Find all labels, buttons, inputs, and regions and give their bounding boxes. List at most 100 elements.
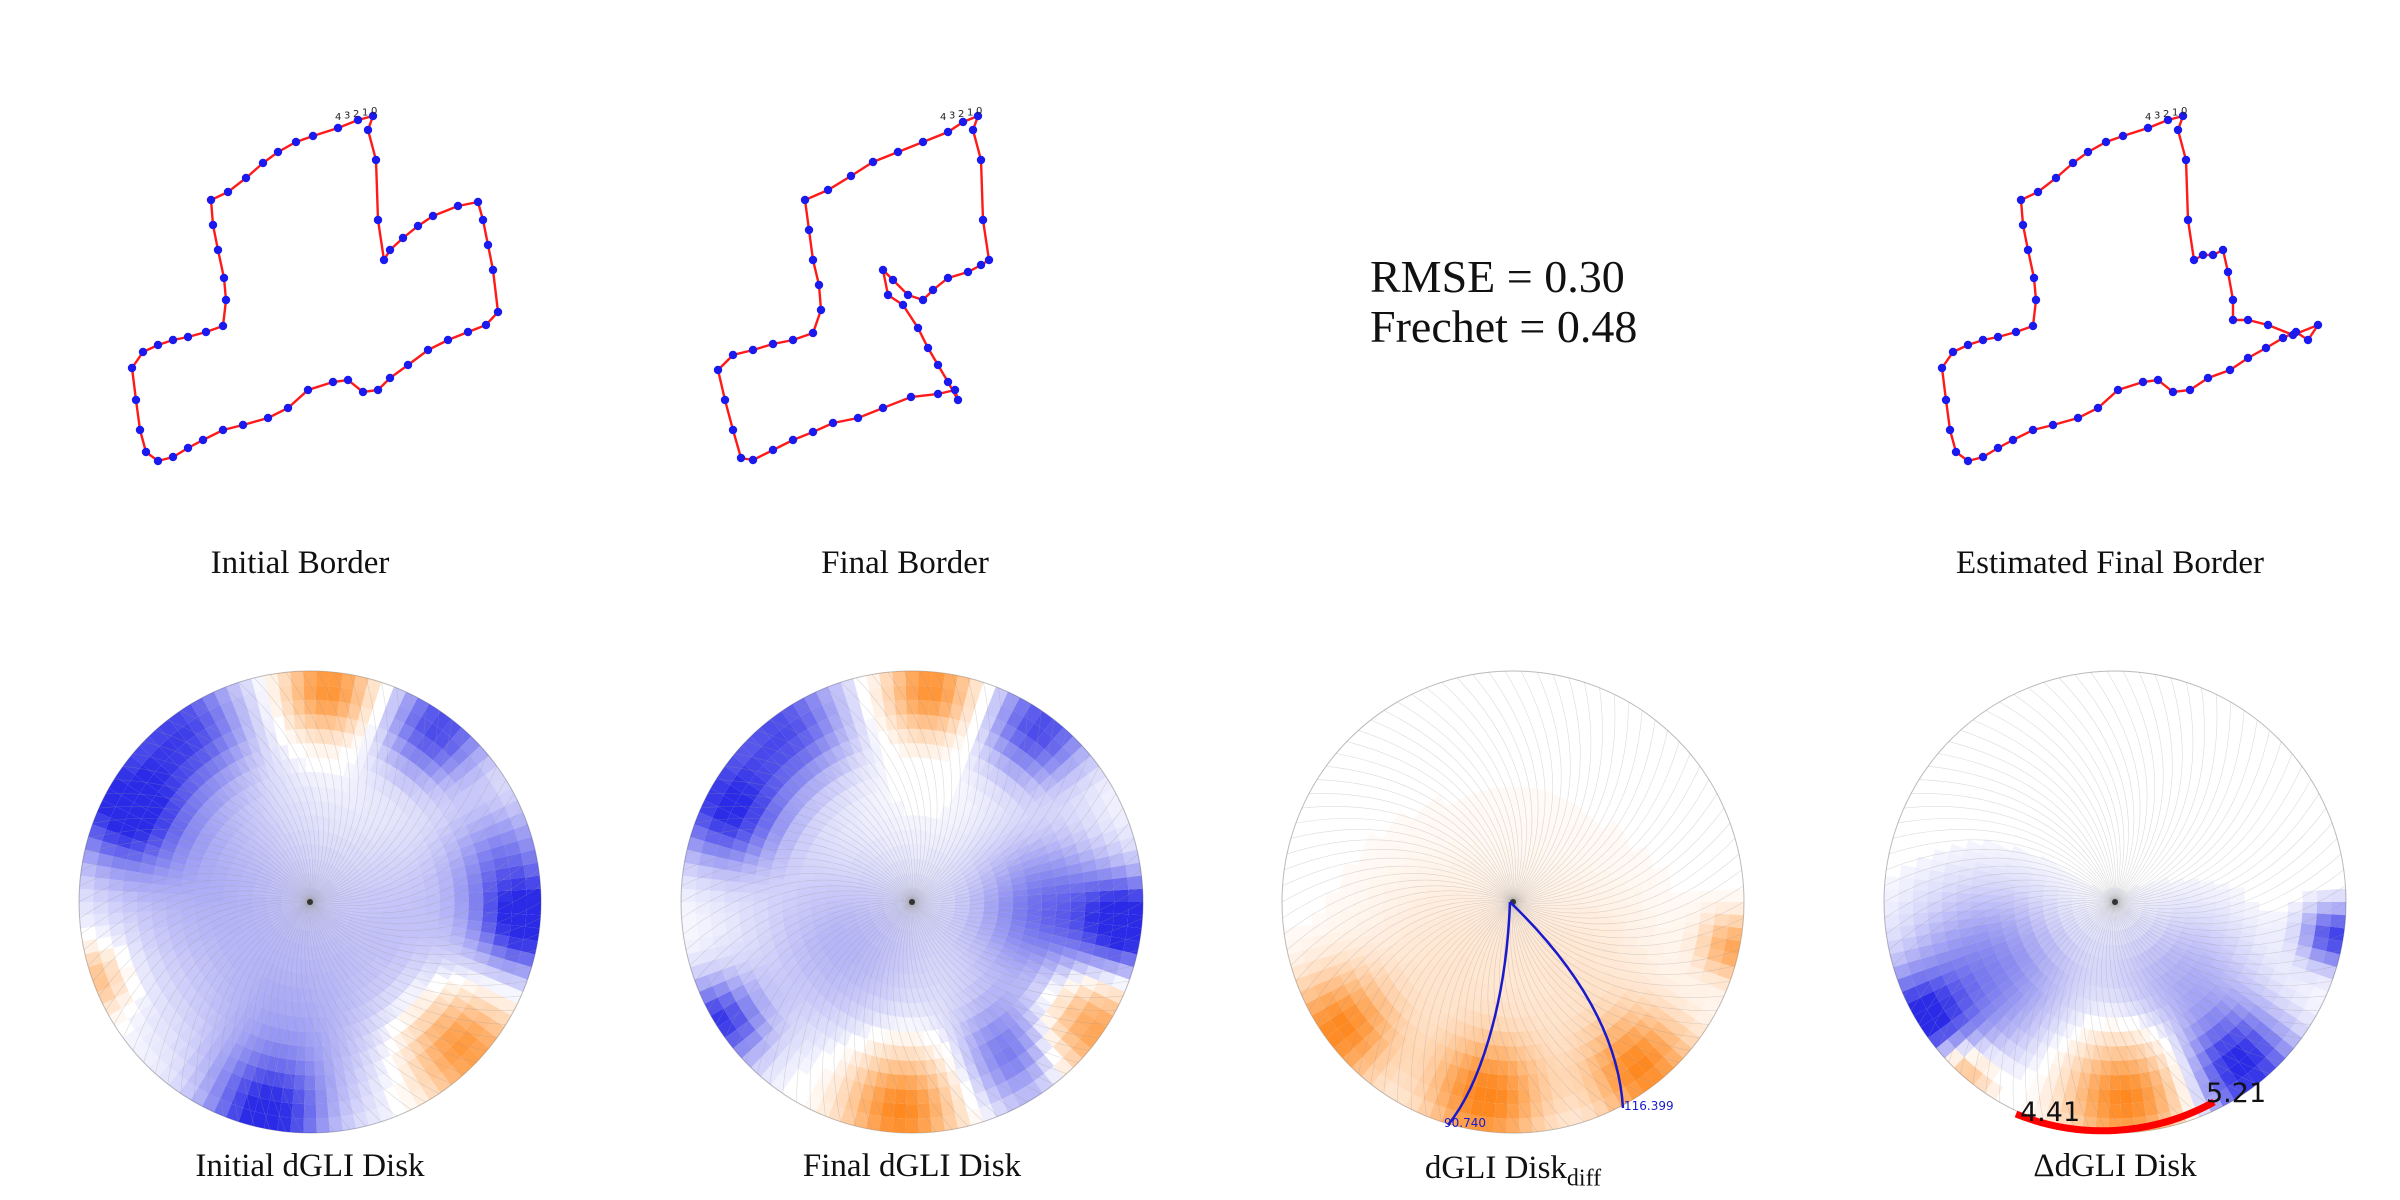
- border-vertex: [2073, 413, 2083, 423]
- border-vertex: [2018, 220, 2028, 230]
- border-vertex: [2033, 187, 2043, 197]
- border-vertex: [258, 158, 268, 168]
- border-vertex: [1978, 335, 1988, 345]
- border-outline: [130, 114, 500, 463]
- estimated-border-caption: Estimated Final Border: [1956, 545, 2264, 581]
- border-vertex: [218, 321, 228, 331]
- border-vertex: [868, 157, 878, 167]
- delta-dglI-disk: 4.41 5.21: [1883, 670, 2347, 1135]
- vertex-label: 0: [976, 106, 982, 117]
- border-vertex: [808, 255, 818, 265]
- border-vertex: [2278, 333, 2288, 343]
- border-vertex: [153, 340, 163, 350]
- border-vertex: [898, 300, 908, 310]
- vertex-label: 0: [2181, 106, 2187, 117]
- border-vertex: [2228, 295, 2238, 305]
- border-vertex: [984, 255, 994, 265]
- vertex-label: 0: [371, 106, 377, 117]
- border-vertex: [804, 225, 814, 235]
- border-vertex: [343, 375, 353, 385]
- border-vertex: [2028, 321, 2038, 331]
- diff-dglI-disk: 90.740 116.399: [1281, 670, 1745, 1134]
- border-vertex: [853, 413, 863, 423]
- border-vertex: [2016, 195, 2026, 205]
- border-vertex: [368, 111, 378, 121]
- border-vertex: [2203, 373, 2213, 383]
- border-vertex: [1963, 340, 1973, 350]
- border-vertex: [488, 265, 498, 275]
- diff-disk-panel: 90.740 116.399: [1278, 668, 1748, 1138]
- border-vertex: [1937, 363, 1947, 373]
- delta-disk-caption: ΔdGLI Disk: [2033, 1148, 2197, 1184]
- border-vertex: [138, 347, 148, 357]
- metrics-block: RMSE = 0.30 Frechet = 0.48: [1370, 252, 1637, 352]
- vertex-label: 4: [940, 112, 946, 123]
- border-vertex: [131, 395, 141, 405]
- border-vertex: [2181, 155, 2191, 165]
- border-vertex: [2291, 327, 2301, 337]
- border-vertex: [198, 435, 208, 445]
- border-vertex: [728, 350, 738, 360]
- border-vertex: [2118, 131, 2128, 141]
- border-vertex: [463, 327, 473, 337]
- rmse-value: RMSE = 0.30: [1370, 251, 1625, 302]
- border-vertex: [1978, 452, 1988, 462]
- border-vertex: [808, 427, 818, 437]
- frechet-value: Frechet = 0.48: [1370, 301, 1638, 352]
- delta-disk-panel: 4.41 5.21: [1880, 668, 2350, 1138]
- border-vertex: [893, 147, 903, 157]
- border-vertex: [273, 147, 283, 157]
- border-vertex: [473, 197, 483, 207]
- vertex-label: 2: [353, 109, 359, 120]
- border-vertex: [1951, 447, 1961, 457]
- border-vertex: [788, 335, 798, 345]
- border-vertex: [1963, 456, 1973, 466]
- border-vertex: [1993, 332, 2003, 342]
- border-vertex: [2313, 320, 2323, 330]
- final-border-caption: Final Border: [821, 545, 989, 581]
- border-vertex: [398, 233, 408, 243]
- border-vertex: [263, 413, 273, 423]
- border-vertex: [878, 403, 888, 413]
- border-vertex: [2113, 385, 2123, 395]
- border-vertex: [748, 345, 758, 355]
- initial-disk-panel: [75, 668, 545, 1138]
- border-vertex: [973, 111, 983, 121]
- diff-caption-main: dGLI Disk: [1424, 1150, 1567, 1186]
- border-vertex: [963, 267, 973, 277]
- vertex-label: 3: [344, 111, 350, 122]
- border-vertex: [950, 385, 960, 395]
- initial-disk-caption: Initial dGLI Disk: [195, 1148, 425, 1184]
- disk-cells: [680, 670, 1144, 1134]
- border-vertex: [720, 395, 730, 405]
- border-vertex: [814, 280, 824, 290]
- border-vertex: [788, 435, 798, 445]
- border-vertex: [168, 335, 178, 345]
- final-dglI-disk: [680, 670, 1144, 1134]
- border-vertex: [183, 332, 193, 342]
- border-vertex: [493, 307, 503, 317]
- border-vertex: [2083, 147, 2093, 157]
- border-vertex: [748, 455, 758, 465]
- initial-border-caption: Initial Border: [210, 545, 390, 581]
- border-vertex: [2218, 245, 2228, 255]
- border-vertex: [928, 285, 938, 295]
- border-vertex: [2008, 435, 2018, 445]
- vertex-label: 3: [2154, 111, 2160, 122]
- border-vertex: [2143, 123, 2153, 133]
- border-vertex: [943, 377, 953, 387]
- border-vertex: [363, 125, 373, 135]
- border-vertex: [2031, 295, 2041, 305]
- disk-cells: [1281, 670, 1745, 1134]
- border-vertex: [353, 115, 363, 125]
- border-vertex: [918, 295, 928, 305]
- border-vertex: [2225, 365, 2235, 375]
- final-disk-panel: [677, 668, 1147, 1138]
- border-vertex: [328, 377, 338, 387]
- border-vertex: [221, 295, 231, 305]
- delta-label-left: 4.41: [2020, 1097, 2080, 1128]
- border-vertex: [713, 365, 723, 375]
